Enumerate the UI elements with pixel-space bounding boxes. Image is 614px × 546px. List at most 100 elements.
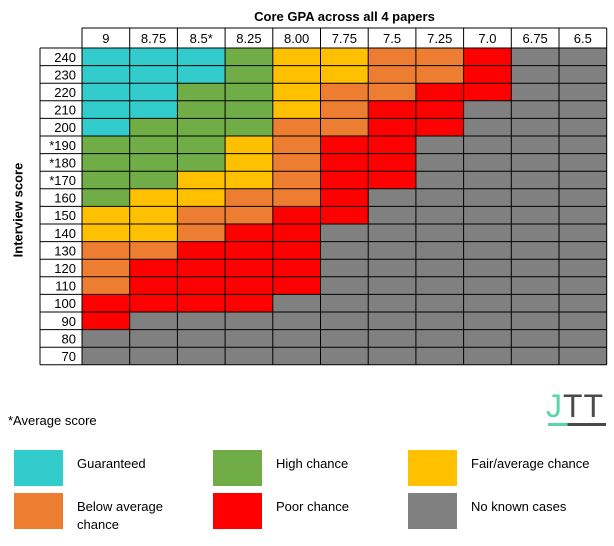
heatmap-cell-100-6.5 <box>559 294 607 312</box>
heatmap-cell-avg170-9 <box>82 171 130 189</box>
heatmap-cell-70-6.5 <box>559 347 607 365</box>
heatmap-cell-160-7.25 <box>415 188 464 207</box>
footnote: *Average score <box>8 413 97 428</box>
heatmap-cell-140-8.00 <box>272 224 321 242</box>
heatmap-cell-220-8.5avg <box>177 83 226 101</box>
heatmap-cell-150-7.75 <box>320 206 369 224</box>
chart-title: Core GPA across all 4 papers <box>254 9 435 24</box>
x-tick-label: 8.75 <box>141 31 166 46</box>
heatmap-cell-80-6.5 <box>559 329 607 348</box>
logo-text: JTT <box>546 390 608 422</box>
heatmap-cell-110-7.75 <box>320 276 369 295</box>
heatmap-cell-70-6.75 <box>511 347 559 365</box>
heatmap-cell-220-8.75 <box>129 83 178 101</box>
heatmap-cell-160-6.5 <box>559 188 607 207</box>
heatmap-cell-130-6.75 <box>511 241 559 260</box>
heatmap-cell-140-7.75 <box>320 224 369 242</box>
heatmap-cell-230-8.5avg <box>177 65 226 84</box>
heatmap-cell-120-9 <box>82 259 130 277</box>
heatmap-cell-110-6.75 <box>511 276 559 295</box>
heatmap-cell-120-7.5 <box>368 259 416 277</box>
heatmap-cell-70-8.5avg <box>177 347 226 365</box>
heatmap-cell-avg170-7.0 <box>463 171 512 189</box>
heatmap-cell-100-8.00 <box>272 294 321 312</box>
heatmap-cell-210-8.00 <box>272 100 321 119</box>
heatmap-cell-avg190-7.0 <box>463 136 512 154</box>
heatmap-cell-avg190-8.25 <box>225 136 273 154</box>
heatmap-cell-230-8.00 <box>272 65 321 84</box>
heatmap-cell-avg180-7.25 <box>415 153 464 172</box>
heatmap-cell-240-8.00 <box>272 48 321 66</box>
heatmap-cell-110-6.5 <box>559 276 607 295</box>
heatmap-cell-120-8.5avg <box>177 259 226 277</box>
heatmap-cell-70-8.75 <box>129 347 178 365</box>
legend-swatch <box>213 493 262 529</box>
heatmap-cell-240-8.75 <box>129 48 178 66</box>
heatmap-cell-90-8.75 <box>129 312 178 330</box>
heatmap-cell-210-8.5avg <box>177 100 226 119</box>
heatmap-cell-220-8.00 <box>272 83 321 101</box>
y-tick-labels: 240 230 220 210 200 *190 *180 *170 160 150 140 130 1… <box>49 50 76 364</box>
heatmap-cell-200-7.0 <box>463 118 512 136</box>
heatmap-cell-100-7.75 <box>320 294 369 312</box>
heatmap-cell-110-7.0 <box>463 276 512 295</box>
heatmap-cell-80-8.25 <box>225 329 273 348</box>
heatmap-cell-140-6.75 <box>511 224 559 242</box>
heatmap-cell-110-8.5avg <box>177 276 226 295</box>
legend-label: Guaranteed <box>77 456 146 471</box>
y-tick-label: 80 <box>62 331 76 346</box>
heatmap-cell-80-8.00 <box>272 329 321 348</box>
heatmap-cell-210-7.5 <box>368 100 416 119</box>
logo-letters-tt: TT <box>563 388 605 424</box>
heatmap-cell-230-7.75 <box>320 65 369 84</box>
heatmap-cell-90-7.0 <box>463 312 512 330</box>
heatmap-cell-avg170-8.25 <box>225 171 273 189</box>
heatmap-cell-avg180-6.75 <box>511 153 559 172</box>
heatmap-cell-avg180-7.75 <box>320 153 369 172</box>
heatmap-cell-200-9 <box>82 118 130 136</box>
heatmap-cell-avg190-6.75 <box>511 136 559 154</box>
heatmap-cell-160-8.75 <box>129 188 178 207</box>
heatmap-cell-220-6.5 <box>559 83 607 101</box>
heatmap-cell-230-8.25 <box>225 65 273 84</box>
y-tick-label: 90 <box>62 314 76 329</box>
heatmap-cell-avg180-7.5 <box>368 153 416 172</box>
heatmap-cell-avg190-8.75 <box>129 136 178 154</box>
heatmap-cell-230-9 <box>82 65 130 84</box>
heatmap-cell-70-7.5 <box>368 347 416 365</box>
heatmap-cell-avg190-7.75 <box>320 136 369 154</box>
y-tick-label: 200 <box>54 120 76 135</box>
heatmap-cell-210-7.0 <box>463 100 512 119</box>
heatmap-cell-240-7.25 <box>415 48 464 66</box>
heatmap-cell-210-8.25 <box>225 100 273 119</box>
legend-label: High chance <box>276 456 349 471</box>
heatmap-cell-80-7.0 <box>463 329 512 348</box>
heatmap-cell-200-8.5avg <box>177 118 226 136</box>
legend-swatch <box>14 450 63 486</box>
heatmap-cell-100-7.25 <box>415 294 464 312</box>
heatmap-cell-230-7.5 <box>368 65 416 84</box>
heatmap-cell-120-7.25 <box>415 259 464 277</box>
heatmap-cell-150-8.25 <box>225 206 273 224</box>
y-tick-label: 100 <box>54 296 76 311</box>
heatmap-cell-240-9 <box>82 48 130 66</box>
heatmap-cell-100-8.25 <box>225 294 273 312</box>
heatmap-cell-160-8.5avg <box>177 188 226 207</box>
y-tick-label: 70 <box>62 349 76 364</box>
heatmap-cell-avg180-8.5avg <box>177 153 226 172</box>
heatmap-cell-140-7.5 <box>368 224 416 242</box>
heatmap-cell-160-9 <box>82 188 130 207</box>
heatmap-cell-avg170-8.00 <box>272 171 321 189</box>
x-tick-label: 8.00 <box>284 31 309 46</box>
heatmap-cell-80-9 <box>82 329 130 348</box>
heatmap-cell-100-6.75 <box>511 294 559 312</box>
heatmap-cell-230-7.0 <box>463 65 512 84</box>
heatmap-grid <box>39 27 608 366</box>
heatmap-cell-210-8.75 <box>129 100 178 119</box>
heatmap-cell-150-7.25 <box>415 206 464 224</box>
heatmap-cell-avg180-6.5 <box>559 153 607 172</box>
heatmap-cell-110-7.5 <box>368 276 416 295</box>
heatmap-cell-130-7.0 <box>463 241 512 260</box>
heatmap-cell-avg170-7.75 <box>320 171 369 189</box>
heatmap-cell-130-7.5 <box>368 241 416 260</box>
